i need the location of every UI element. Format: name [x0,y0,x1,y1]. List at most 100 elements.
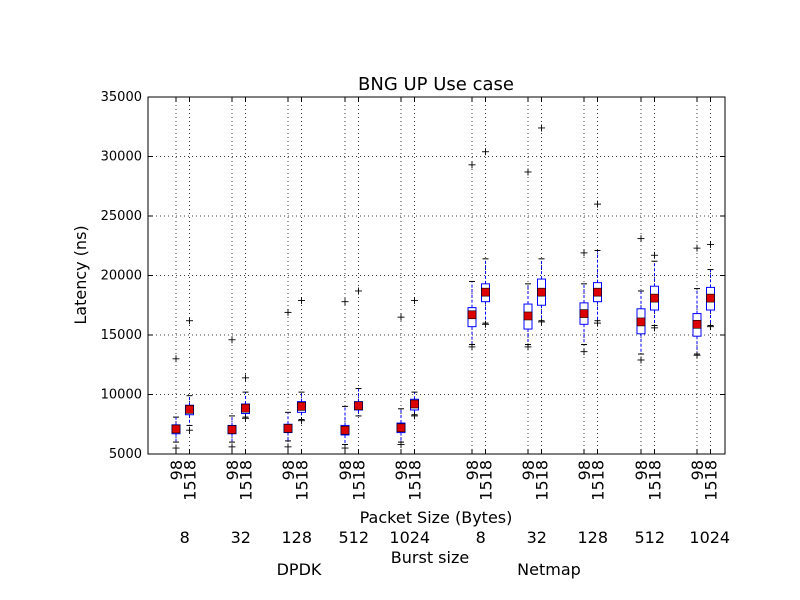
outlier-point [397,440,405,448]
burst-label: 1024 [389,528,430,547]
outlier-point [341,298,349,306]
outlier-point [468,343,476,351]
x-tick-label: 98 [632,460,651,480]
x-tick-label: 98 [392,460,411,480]
burst-label: 128 [577,528,608,547]
outlier-point [186,426,193,434]
burst-size-labels: 8 32 128 512 1024 8 32 128 512 1024 [180,528,730,547]
outlier-point [284,308,292,316]
x-tick-label: 1518 [350,460,369,501]
mean-marker [171,424,181,434]
box-netmap-1024-98 [692,244,702,359]
outlier-point [651,251,658,259]
y-tick-label: 5000 [109,447,142,462]
box-dpdk-512-1518 [354,287,363,417]
burst-label: 512 [338,528,369,547]
outlier-point [594,319,601,327]
burst-label: 32 [231,528,251,547]
outlier-point [397,313,405,321]
x-tick-label: 1518 [646,460,665,501]
outlier-point [172,355,180,363]
burst-label: 8 [180,528,190,547]
y-tick-label: 15000 [101,328,142,343]
x-tick-label: 98 [688,460,707,480]
x-tick-label: 1518 [237,460,256,501]
outlier-point [693,244,701,252]
mean-marker [706,293,715,303]
box-dpdk-32-1518 [241,374,250,422]
outlier-point [468,161,476,169]
mean-marker [692,319,702,329]
outlier-point [651,324,658,332]
x-tick-label: 98 [463,460,482,480]
outlier-point [580,249,588,257]
y-tick-label: 30000 [101,150,142,165]
x-tick-label: 98 [167,460,186,480]
y-axis-ticks: 5000 10000 15000 20000 25000 30000 35000 [101,90,725,462]
box-dpdk-1024-98 [396,313,406,448]
mean-marker [636,317,646,327]
mean-marker [227,425,237,434]
outlier-point [538,124,545,132]
y-axis-label: Latency (ns) [71,225,90,324]
box-netmap-1024-1518 [706,241,715,331]
outlier-point [524,343,532,351]
outlier-point [538,318,545,326]
mean-marker [185,405,194,414]
x-tick-label: 1518 [589,460,608,501]
x-tick-label: 1518 [181,460,200,501]
chart-title: BNG UP Use case [358,74,514,95]
x-tick-label: 98 [336,460,355,480]
box-dpdk-32-98 [227,336,237,451]
y-tick-label: 10000 [101,388,142,403]
mean-marker [579,309,589,318]
mean-marker [467,310,477,320]
x-axis-label: Packet Size (Bytes) [360,508,513,527]
box-netmap-8-98 [467,161,477,351]
mean-marker [354,401,363,411]
x-tick-label: 98 [223,460,242,480]
box-netmap-32-1518 [537,124,546,326]
x-tick-label: 1518 [477,460,496,501]
outlier-point [298,296,305,304]
x-tick-label: 98 [575,460,594,480]
mean-marker [410,399,419,409]
burst-label: 32 [527,528,547,547]
box-netmap-8-1518 [481,148,490,328]
outlier-point [707,323,714,331]
outlier-point [411,412,418,420]
outlier-point [482,320,489,328]
mean-marker [283,424,293,433]
y-tick-label: 25000 [101,209,142,224]
box-dpdk-512-98 [340,298,350,452]
box-netmap-128-1518 [593,200,602,327]
y-tick-label: 35000 [101,90,142,105]
outlier-point [242,414,249,422]
outlier-point [594,200,601,208]
y-tick-label: 20000 [101,269,142,284]
x-tick-label: 1518 [406,460,425,501]
outlier-point [637,356,645,364]
x-tick-label: 1518 [533,460,552,501]
outlier-point [482,148,489,156]
mean-marker [537,287,546,297]
box-netmap-512-1518 [650,251,659,332]
box-dpdk-1024-1518 [410,296,419,420]
box-netmap-512-98 [636,235,646,364]
group-label-netmap: Netmap [517,560,581,579]
outlier-point [298,417,305,425]
burst-size-label: Burst size [391,548,469,567]
burst-label: 512 [634,528,665,547]
box-netmap-128-98 [579,249,589,356]
mean-marker [593,287,602,297]
x-tick-label: 1518 [702,460,721,501]
outlier-point [693,351,701,359]
outlier-point [637,235,645,243]
outlier-point [242,374,249,382]
outlier-point [355,287,362,295]
outlier-point [580,348,588,356]
x-tick-label: 1518 [293,460,312,501]
group-label-dpdk: DPDK [277,560,322,579]
